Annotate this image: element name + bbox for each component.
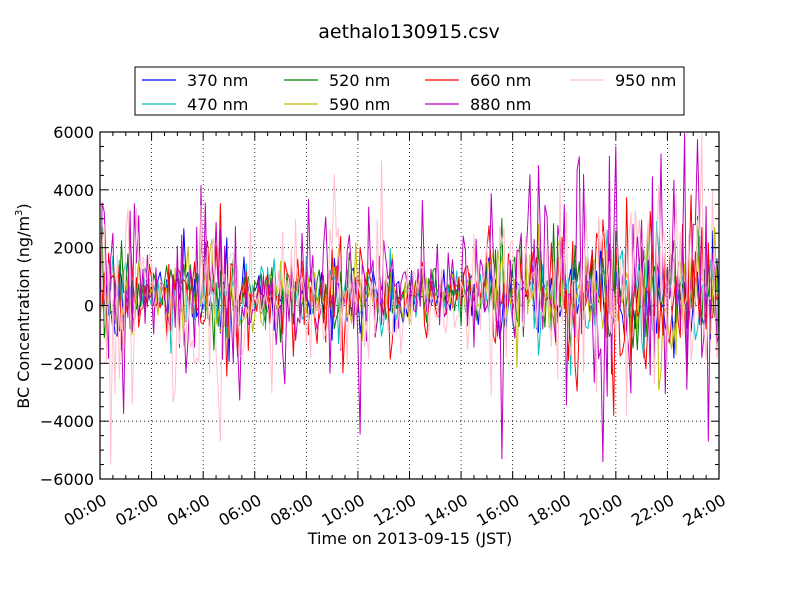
legend: 370 nm 470 nm 520 nm 590 nm 660 nm 880 nm 950 …: [134, 66, 685, 116]
y-axis-label-superscript: 3: [14, 210, 25, 216]
series-line-660-nm: [100, 194, 719, 416]
legend-label: 520 nm: [329, 71, 390, 90]
legend-box: [134, 66, 685, 116]
series-line-520-nm: [100, 215, 719, 351]
series-layer: [100, 132, 719, 465]
legend-label: 950 nm: [615, 71, 676, 90]
y-axis-label-end: ): [14, 203, 33, 209]
y-tick-label: 0: [84, 297, 94, 316]
series-line-950-nm: [100, 132, 719, 465]
legend-label: 590 nm: [329, 95, 390, 114]
axis-ticks: [99, 131, 720, 480]
chart-title: aethalo130915.csv: [318, 21, 500, 43]
y-tick-label: 6000: [53, 123, 94, 142]
legend-label: 880 nm: [470, 95, 531, 114]
y-tick-label: −6000: [40, 470, 94, 489]
y-axis-label-main: BC Concentration (ng/m: [14, 216, 33, 409]
y-axis-label: BC Concentration (ng/m3): [14, 203, 33, 408]
legend-label: 660 nm: [470, 71, 531, 90]
y-tick-label: 2000: [53, 239, 94, 258]
y-tick-label: −4000: [40, 412, 94, 431]
y-tick-label: −2000: [40, 354, 94, 373]
x-axis-label: Time on 2013-09-15 (JST): [307, 529, 512, 548]
legend-label: 370 nm: [187, 71, 248, 90]
y-tick-label: 4000: [53, 181, 94, 200]
legend-label: 470 nm: [187, 95, 248, 114]
y-tick-labels: −6000 −4000 −2000 0 2000 4000 6000: [40, 123, 94, 489]
